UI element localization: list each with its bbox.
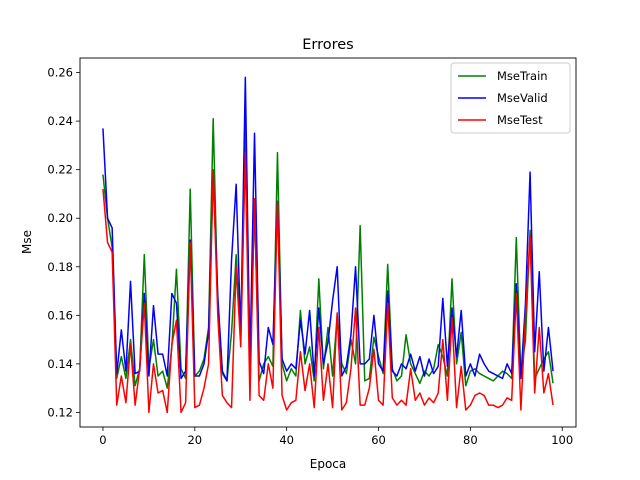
series-line-msevalid xyxy=(102,76,554,382)
series-line-msetest xyxy=(102,151,554,414)
plot-frame xyxy=(79,57,577,428)
y-tick-label: 0.24 xyxy=(47,114,73,128)
y-tick-label: 0.18 xyxy=(47,260,73,274)
x-tick-label: 0 xyxy=(99,433,106,447)
legend-label-msetest: MseTest xyxy=(497,113,543,127)
legend: MseTrain MseValid MseTest xyxy=(450,62,571,134)
y-tick-label: 0.22 xyxy=(47,163,73,177)
plot-lines xyxy=(102,76,554,414)
x-axis-ticks: 0 20 40 60 80 100 xyxy=(99,427,573,447)
series-line-msetrain xyxy=(102,117,554,389)
y-tick-label: 0.14 xyxy=(47,357,73,371)
chart-title: Errores xyxy=(302,37,354,53)
y-tick-label: 0.12 xyxy=(47,405,73,419)
y-axis-ticks: 0.12 0.14 0.16 0.18 0.20 0.22 0.24 0.26 xyxy=(47,66,80,419)
y-axis-label: Mse xyxy=(20,230,34,254)
y-tick-label: 0.20 xyxy=(47,211,73,225)
legend-label-msetrain: MseTrain xyxy=(497,69,548,83)
x-axis-label: Epoca xyxy=(310,457,347,471)
x-tick-label: 20 xyxy=(187,433,202,447)
x-tick-label: 60 xyxy=(371,433,386,447)
x-tick-label: 40 xyxy=(279,433,294,447)
y-tick-label: 0.26 xyxy=(47,66,73,80)
x-tick-label: 100 xyxy=(551,433,573,447)
x-tick-label: 80 xyxy=(463,433,478,447)
legend-box xyxy=(450,62,571,134)
y-tick-label: 0.16 xyxy=(47,308,73,322)
legend-label-msevalid: MseValid xyxy=(497,91,548,105)
